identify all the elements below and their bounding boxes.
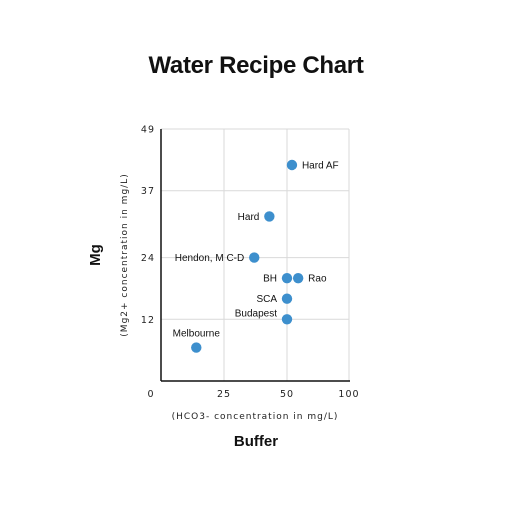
data-point xyxy=(281,272,293,284)
data-point-label: Rao xyxy=(308,274,327,285)
point-labels: Hard AF Hard Hendon, M C-D BH Rao SCA Budapest… xyxy=(173,161,339,340)
data-point-label: Melbourne xyxy=(173,329,221,340)
data-point xyxy=(292,272,304,284)
data-point xyxy=(249,252,260,263)
grid-lines xyxy=(161,128,350,381)
data-point-label: Budapest xyxy=(235,308,277,319)
x-tick-label: 50 xyxy=(280,389,294,400)
y-axis-sublabel: (Mg2+ concentration in mg/L) xyxy=(120,173,130,336)
data-point xyxy=(191,342,202,353)
y-tick-label: 12 xyxy=(141,315,155,326)
chart-title: Water Recipe Chart xyxy=(148,52,364,79)
x-tick-label: 0 xyxy=(147,389,154,400)
x-tick-label: 100 xyxy=(338,389,359,400)
x-axis-sublabel: (HCO3- concentration in mg/L) xyxy=(172,412,339,422)
data-points xyxy=(191,159,304,353)
y-tick-label: 49 xyxy=(141,125,155,136)
data-point xyxy=(281,293,293,304)
data-point xyxy=(286,159,298,171)
y-tick-label: 37 xyxy=(141,186,155,197)
y-tick-label: 24 xyxy=(141,253,155,264)
data-point-label: SCA xyxy=(256,294,277,305)
x-axis-label: Buffer xyxy=(234,433,278,450)
data-point-label: Hendon, M C-D xyxy=(175,253,244,264)
data-point xyxy=(264,211,275,222)
data-point-label: Hard xyxy=(238,212,260,223)
y-axis-label: Mg xyxy=(87,244,104,266)
x-tick-label: 25 xyxy=(217,389,231,400)
axes xyxy=(160,129,350,382)
data-point-label: Hard AF xyxy=(302,161,339,172)
data-point xyxy=(281,314,293,325)
tick-labels: 0 25 50 100 12 24 37 49 xyxy=(141,125,359,401)
data-point-label: BH xyxy=(263,274,277,285)
